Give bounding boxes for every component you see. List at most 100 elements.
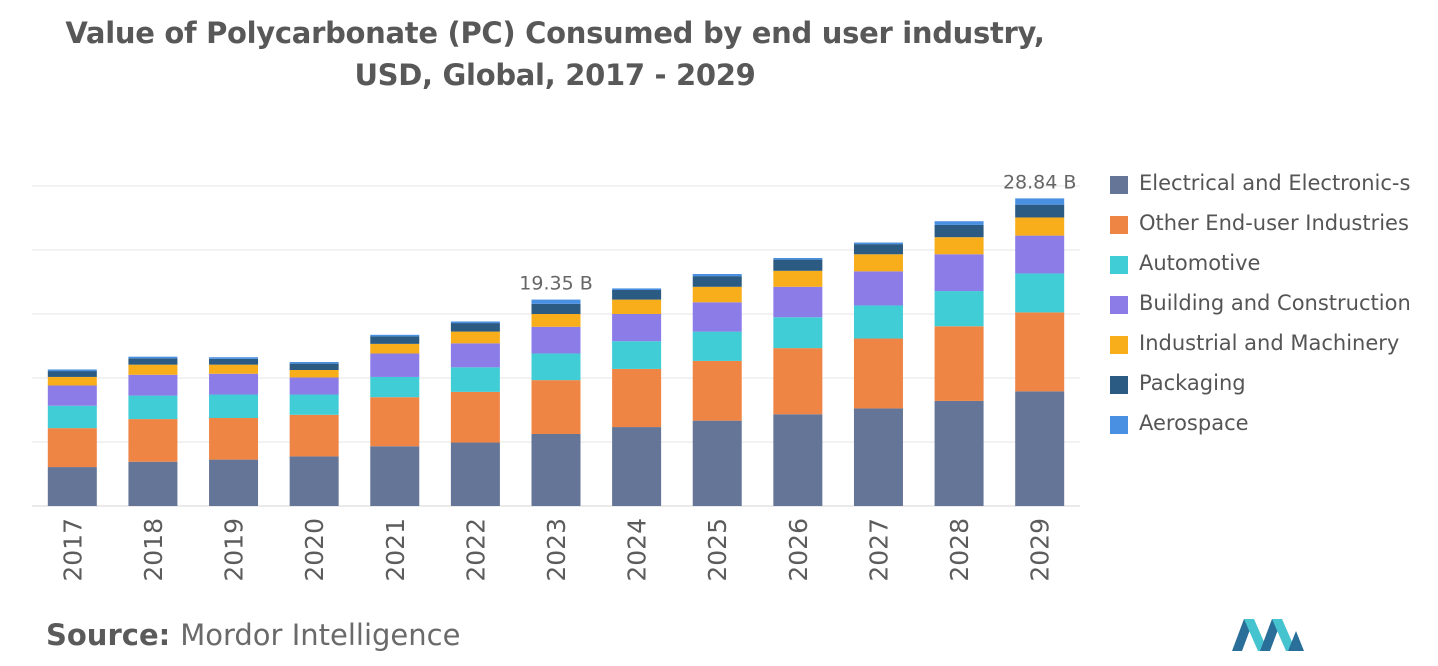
bar-segment-industrial-and-machinery-2020 xyxy=(289,370,339,378)
bar-segment-building-and-construction-2025 xyxy=(692,302,742,332)
bar-segment-packaging-2026 xyxy=(773,259,823,271)
bar-segment-automotive-2022 xyxy=(450,367,500,392)
mordor-intelligence-logo-icon xyxy=(1232,619,1304,651)
legend-item-industrial-and-machinery: Industrial and Machinery xyxy=(1110,328,1435,358)
chart-title-line-1: Value of Polycarbonate (PC) Consumed by … xyxy=(65,16,1045,50)
bar-segment-aerospace-2026 xyxy=(773,258,823,260)
bar-segment-other-end-user-industries-2027 xyxy=(853,338,903,409)
x-tick-label-2027: 2027 xyxy=(864,518,893,582)
bar-segment-aerospace-2022 xyxy=(450,321,500,324)
bar-segment-industrial-and-machinery-2026 xyxy=(773,270,823,287)
bar-segment-other-end-user-industries-2019 xyxy=(209,418,259,460)
bar-segment-other-end-user-industries-2020 xyxy=(289,414,339,457)
source-value: Mordor Intelligence xyxy=(180,618,461,652)
bar-segment-industrial-and-machinery-2021 xyxy=(370,343,420,354)
bar-segment-industrial-and-machinery-2023 xyxy=(531,314,581,327)
bar-segment-electrical-and-electronic-s-2020 xyxy=(289,456,339,506)
bar-segment-automotive-2028 xyxy=(934,291,984,327)
legend-swatch xyxy=(1110,216,1128,234)
chart-title: Value of Polycarbonate (PC) Consumed by … xyxy=(0,12,1110,96)
bar-segment-electrical-and-electronic-s-2017 xyxy=(47,467,97,506)
bar-segment-other-end-user-industries-2017 xyxy=(47,428,97,468)
bar-segment-electrical-and-electronic-s-2028 xyxy=(934,400,984,506)
bar-segment-packaging-2029 xyxy=(1015,204,1065,218)
bar-segment-packaging-2022 xyxy=(450,323,500,332)
bar-segment-other-end-user-industries-2023 xyxy=(531,380,581,434)
bar-segment-aerospace-2021 xyxy=(370,334,420,337)
x-tick-label-2028: 2028 xyxy=(945,518,974,582)
legend-label: Building and Construction xyxy=(1139,291,1411,315)
legend-swatch xyxy=(1110,296,1128,314)
bar-segment-automotive-2024 xyxy=(612,341,662,369)
bar-segment-electrical-and-electronic-s-2023 xyxy=(531,434,581,506)
bar-segment-building-and-construction-2020 xyxy=(289,377,339,395)
chart-title-line-2: USD, Global, 2017 - 2029 xyxy=(354,58,756,92)
bar-segment-automotive-2018 xyxy=(128,395,178,420)
source-note: Source: Mordor Intelligence xyxy=(46,618,460,652)
stacked-bar-chart: 2017 2018 2019 2020 2021 2022 2023 19.35 B 2024 2… xyxy=(32,171,1080,582)
legend-label: Aerospace xyxy=(1139,411,1249,435)
source-label: Source: xyxy=(46,618,171,652)
bar-segment-electrical-and-electronic-s-2018 xyxy=(128,461,178,506)
legend-swatch xyxy=(1110,416,1128,434)
legend-item-automotive: Automotive xyxy=(1110,248,1435,278)
legend-item-aerospace: Aerospace xyxy=(1110,408,1435,438)
x-tick-label-2021: 2021 xyxy=(381,518,410,582)
bar-segment-aerospace-2023 xyxy=(531,299,581,304)
bar-segment-industrial-and-machinery-2024 xyxy=(612,299,662,314)
x-tick-label-2019: 2019 xyxy=(220,518,249,582)
bar-segment-automotive-2017 xyxy=(47,405,97,429)
bar-segment-industrial-and-machinery-2027 xyxy=(853,254,903,272)
bar-segment-electrical-and-electronic-s-2024 xyxy=(612,427,662,506)
x-tick-label-2022: 2022 xyxy=(461,518,490,582)
bar-segment-industrial-and-machinery-2029 xyxy=(1015,217,1065,236)
bar-segment-packaging-2024 xyxy=(612,290,662,300)
bar-segment-other-end-user-industries-2021 xyxy=(370,397,420,447)
bar-segment-building-and-construction-2028 xyxy=(934,254,984,292)
bar-segment-building-and-construction-2018 xyxy=(128,374,178,396)
bar-segment-other-end-user-industries-2026 xyxy=(773,348,823,415)
bar-segment-industrial-and-machinery-2019 xyxy=(209,364,259,374)
legend-swatch xyxy=(1110,376,1128,394)
bar-segment-electrical-and-electronic-s-2027 xyxy=(853,408,903,506)
bar-segment-aerospace-2019 xyxy=(209,357,259,359)
bar-segment-automotive-2023 xyxy=(531,353,581,381)
x-tick-label-2018: 2018 xyxy=(139,518,168,582)
bar-segment-aerospace-2025 xyxy=(692,274,742,277)
bar-segment-industrial-and-machinery-2018 xyxy=(128,364,178,375)
bar-segment-industrial-and-machinery-2017 xyxy=(47,376,97,386)
bar-segment-automotive-2020 xyxy=(289,394,339,415)
total-label-2023: 19.35 B xyxy=(519,273,592,295)
chart-legend: Electrical and Electronic-s Other End-use… xyxy=(1110,168,1435,448)
bar-segment-aerospace-2029 xyxy=(1015,198,1065,205)
bar-segment-packaging-2023 xyxy=(531,303,581,314)
x-tick-label-2026: 2026 xyxy=(784,518,813,582)
bar-segment-industrial-and-machinery-2028 xyxy=(934,237,984,255)
bar-segment-packaging-2017 xyxy=(47,371,97,377)
x-tick-label-2024: 2024 xyxy=(623,518,652,582)
bar-segment-building-and-construction-2026 xyxy=(773,286,823,318)
bar-segment-other-end-user-industries-2024 xyxy=(612,368,662,428)
legend-swatch xyxy=(1110,256,1128,274)
bar-segment-automotive-2021 xyxy=(370,376,420,398)
bar-segment-electrical-and-electronic-s-2025 xyxy=(692,420,742,506)
bar-segment-industrial-and-machinery-2025 xyxy=(692,286,742,303)
bar-segment-electrical-and-electronic-s-2021 xyxy=(370,446,420,506)
legend-swatch xyxy=(1110,336,1128,354)
legend-label: Industrial and Machinery xyxy=(1139,331,1400,355)
bar-segment-automotive-2026 xyxy=(773,317,823,349)
bar-segment-packaging-2025 xyxy=(692,276,742,287)
bar-segment-electrical-and-electronic-s-2019 xyxy=(209,459,259,506)
bar-segment-building-and-construction-2021 xyxy=(370,353,420,377)
x-tick-label-2020: 2020 xyxy=(300,518,329,582)
bar-segment-other-end-user-industries-2025 xyxy=(692,360,742,421)
x-tick-label-2029: 2029 xyxy=(1026,518,1055,582)
bar-segment-electrical-and-electronic-s-2029 xyxy=(1015,391,1065,506)
legend-item-building-and-construction: Building and Construction xyxy=(1110,288,1435,318)
bar-segment-building-and-construction-2023 xyxy=(531,326,581,354)
bar-segment-industrial-and-machinery-2022 xyxy=(450,331,500,344)
bar-segment-building-and-construction-2029 xyxy=(1015,235,1065,274)
bar-segment-aerospace-2027 xyxy=(853,242,903,245)
bar-segment-building-and-construction-2017 xyxy=(47,385,97,406)
bar-segment-aerospace-2024 xyxy=(612,288,662,290)
